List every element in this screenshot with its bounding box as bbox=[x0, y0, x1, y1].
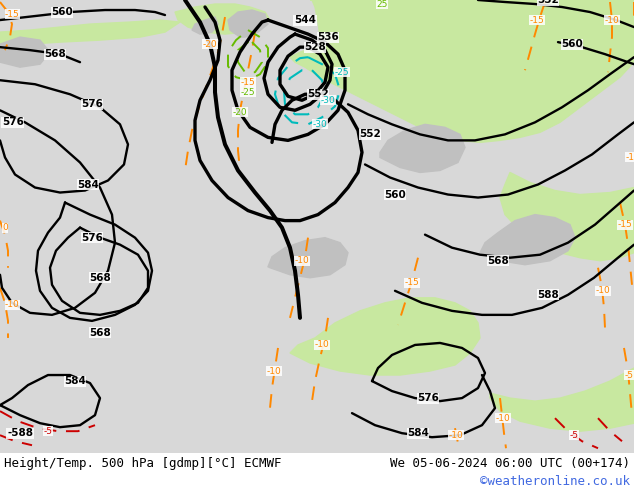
Text: 576: 576 bbox=[81, 233, 103, 243]
Polygon shape bbox=[175, 4, 270, 34]
Text: Height/Temp. 500 hPa [gdmp][°C] ECMWF: Height/Temp. 500 hPa [gdmp][°C] ECMWF bbox=[4, 457, 281, 470]
Polygon shape bbox=[500, 172, 634, 261]
Polygon shape bbox=[290, 298, 480, 375]
Text: 584: 584 bbox=[64, 376, 86, 386]
Text: 536: 536 bbox=[317, 32, 339, 42]
Text: -25: -25 bbox=[335, 68, 349, 77]
Polygon shape bbox=[0, 37, 50, 67]
Text: -15: -15 bbox=[618, 220, 632, 229]
Text: 584: 584 bbox=[77, 179, 99, 190]
Text: 568: 568 bbox=[89, 328, 111, 338]
Polygon shape bbox=[0, 20, 180, 44]
Polygon shape bbox=[480, 215, 575, 265]
Text: ©weatheronline.co.uk: ©weatheronline.co.uk bbox=[480, 474, 630, 488]
Text: -10: -10 bbox=[449, 431, 463, 440]
Polygon shape bbox=[228, 10, 268, 37]
Text: 568: 568 bbox=[44, 49, 66, 59]
Text: -15: -15 bbox=[529, 16, 545, 24]
Polygon shape bbox=[290, 0, 634, 143]
Text: -10: -10 bbox=[295, 256, 309, 265]
Text: -10: -10 bbox=[267, 367, 281, 375]
Polygon shape bbox=[380, 124, 465, 172]
Text: 560: 560 bbox=[51, 7, 73, 17]
Text: 552: 552 bbox=[307, 89, 329, 99]
Text: -5: -5 bbox=[44, 427, 53, 436]
Text: -15: -15 bbox=[5, 9, 20, 19]
Text: -10: -10 bbox=[605, 16, 619, 24]
Text: 568: 568 bbox=[487, 256, 509, 266]
Text: -10: -10 bbox=[314, 341, 330, 349]
Text: -10: -10 bbox=[496, 414, 510, 423]
Text: -5: -5 bbox=[569, 431, 578, 440]
Text: -588: -588 bbox=[7, 428, 33, 438]
Text: 568: 568 bbox=[89, 273, 111, 283]
Text: -20: -20 bbox=[233, 108, 247, 117]
Text: 560: 560 bbox=[561, 39, 583, 49]
Text: -30: -30 bbox=[313, 120, 327, 129]
Text: -25: -25 bbox=[241, 88, 256, 97]
Text: 576: 576 bbox=[81, 99, 103, 109]
Text: 560: 560 bbox=[384, 190, 406, 199]
Text: -30: -30 bbox=[321, 96, 335, 105]
Text: 552: 552 bbox=[359, 129, 381, 139]
Text: 576: 576 bbox=[2, 117, 24, 127]
Text: 0: 0 bbox=[2, 223, 8, 232]
Text: 25: 25 bbox=[377, 0, 387, 8]
Text: 588: 588 bbox=[537, 290, 559, 300]
Text: 584: 584 bbox=[407, 428, 429, 438]
Text: 552: 552 bbox=[537, 0, 559, 5]
Text: -5: -5 bbox=[624, 370, 633, 380]
Text: -15: -15 bbox=[241, 78, 256, 87]
Text: -10: -10 bbox=[595, 286, 611, 295]
Polygon shape bbox=[268, 238, 348, 278]
Text: -1: -1 bbox=[626, 153, 634, 162]
Text: -20: -20 bbox=[203, 40, 217, 49]
Polygon shape bbox=[490, 368, 634, 431]
Text: We 05-06-2024 06:00 UTC (00+174): We 05-06-2024 06:00 UTC (00+174) bbox=[390, 457, 630, 470]
Text: 576: 576 bbox=[417, 393, 439, 403]
Text: -15: -15 bbox=[404, 278, 419, 287]
Text: 544: 544 bbox=[294, 15, 316, 25]
Polygon shape bbox=[192, 17, 218, 34]
Text: 528: 528 bbox=[304, 42, 326, 52]
Text: -10: -10 bbox=[5, 300, 20, 309]
